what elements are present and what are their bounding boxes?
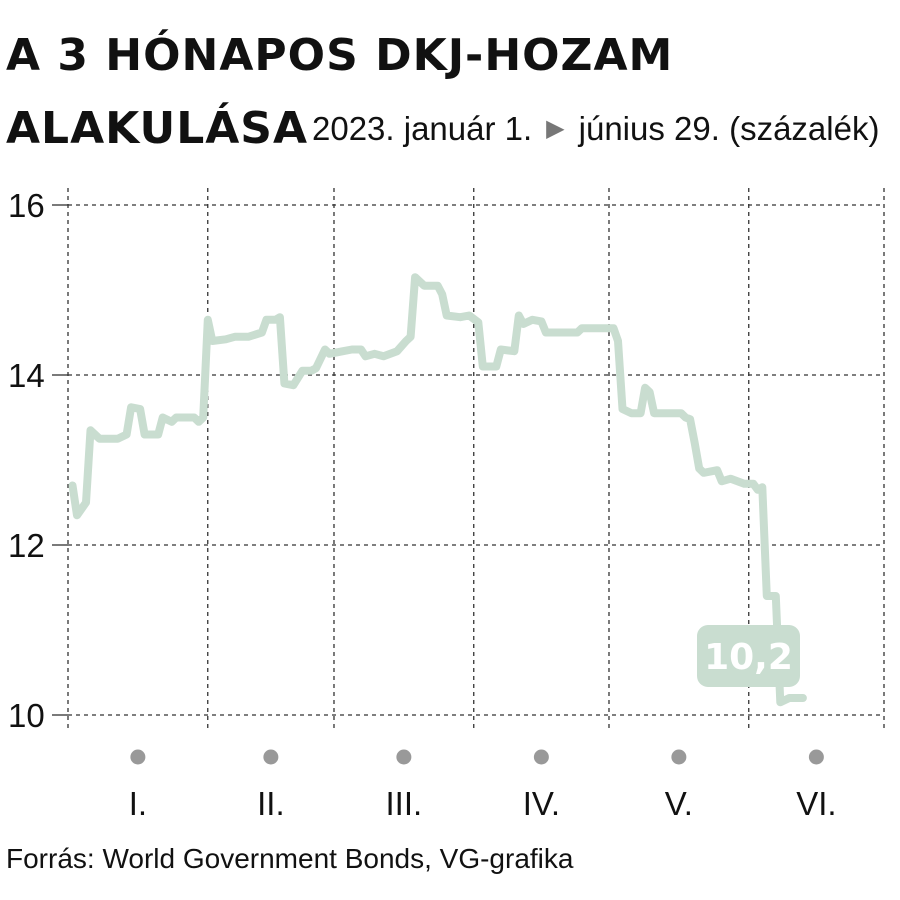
source-note: Forrás: World Government Bonds, VG-grafi… xyxy=(6,843,574,874)
month-dot xyxy=(671,749,687,765)
month-dot xyxy=(396,749,412,765)
y-axis: 10 12 14 16 xyxy=(8,187,68,734)
end-value-label: 10,2 xyxy=(697,625,800,687)
end-label-box xyxy=(697,625,800,687)
month-label: II. xyxy=(257,785,285,822)
series-line xyxy=(68,273,807,707)
end-label-text: 10,2 xyxy=(704,637,793,678)
month-label: V. xyxy=(665,785,693,822)
chart-title-line-2: ALAKULÁSA xyxy=(6,103,309,154)
chart-series xyxy=(68,273,807,707)
play-arrow-icon: ▶ xyxy=(546,115,565,142)
month-dot xyxy=(130,749,146,765)
subtitle-start-date: 2023. január 1. xyxy=(312,110,533,147)
month-label: VI. xyxy=(796,785,836,822)
chart-title-line-1: A 3 HÓNAPOS DKJ-HOZAM xyxy=(6,30,674,81)
line-chart: 10 12 14 16 I. II. III. IV. V. VI. 10,2 xyxy=(8,187,885,822)
y-tick-label: 14 xyxy=(8,357,45,394)
y-tick-label: 16 xyxy=(8,187,45,224)
subtitle-end-date: június 29. (százalék) xyxy=(578,110,880,147)
x-axis: I. II. III. IV. V. VI. xyxy=(129,749,837,822)
month-dot xyxy=(533,749,549,765)
month-dot xyxy=(808,749,824,765)
month-dot xyxy=(263,749,279,765)
chart-subtitle: 2023. január 1. ▶ június 29. (százalék) xyxy=(312,110,879,148)
y-tick-label: 12 xyxy=(8,527,45,564)
month-label: IV. xyxy=(523,785,560,822)
month-label: III. xyxy=(386,785,423,822)
month-label: I. xyxy=(129,785,147,822)
y-tick-label: 10 xyxy=(8,697,45,734)
